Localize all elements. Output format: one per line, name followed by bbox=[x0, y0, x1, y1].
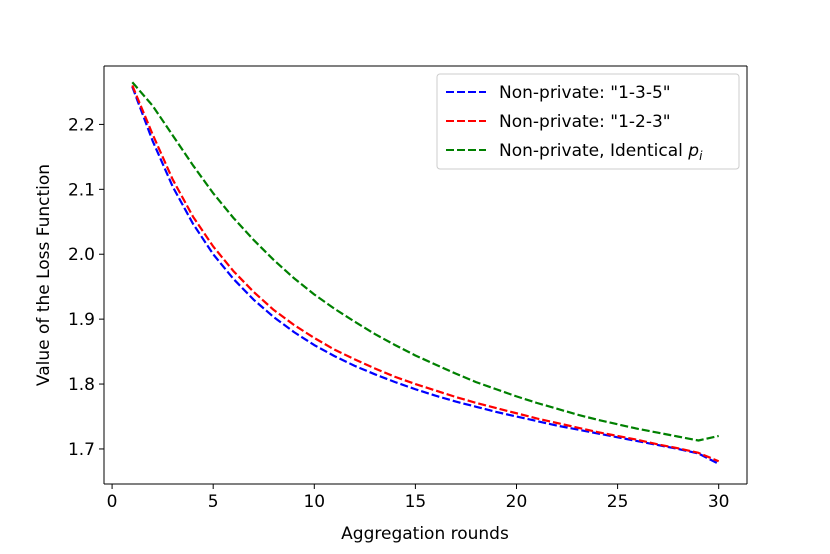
x-tick-label-10: 10 bbox=[303, 492, 325, 512]
y-tick-label-1.7: 1.7 bbox=[68, 440, 95, 460]
legend-label-1-2-3: Non-private: "1-2-3" bbox=[499, 112, 671, 132]
y-tick-label-2.1: 2.1 bbox=[68, 180, 95, 200]
x-tick-label-5: 5 bbox=[208, 492, 219, 512]
legend-label-identical-main: Non-private, Identical bbox=[499, 141, 688, 161]
legend-label-identical-var: p bbox=[687, 141, 699, 161]
y-axis-ticks: 1.7 1.8 1.9 2.0 2.1 2.2 bbox=[68, 115, 104, 460]
series-line-3 bbox=[131, 81, 719, 442]
legend-frame bbox=[436, 73, 740, 170]
x-tick-label-25: 25 bbox=[607, 492, 629, 512]
legend-label-identical-sub: i bbox=[699, 149, 703, 163]
series-line-1 bbox=[131, 86, 720, 465]
y-tick-label-2.0: 2.0 bbox=[68, 245, 95, 265]
y-tick-label-1.8: 1.8 bbox=[68, 375, 95, 395]
axes-frame bbox=[103, 65, 748, 485]
x-axis-label: Aggregation rounds bbox=[341, 524, 509, 544]
y-axis-label: Value of the Loss Function bbox=[34, 164, 54, 386]
x-tick-label-15: 15 bbox=[405, 492, 427, 512]
legend: Non-private: "1-3-5" Non-private: "1-2-3… bbox=[436, 73, 740, 170]
legend-label-1-3-5: Non-private: "1-3-5" bbox=[499, 83, 671, 103]
x-axis-ticks: 0 5 10 15 20 25 30 bbox=[107, 484, 730, 512]
series-line-2 bbox=[131, 85, 720, 463]
y-tick-label-1.9: 1.9 bbox=[68, 310, 95, 330]
series-layer bbox=[131, 81, 720, 465]
y-tick-label-2.2: 2.2 bbox=[68, 115, 95, 135]
x-tick-label-30: 30 bbox=[708, 492, 730, 512]
x-tick-label-0: 0 bbox=[107, 492, 118, 512]
legend-label-identical-pi: Non-private, Identical pi bbox=[499, 141, 703, 163]
x-tick-label-20: 20 bbox=[506, 492, 528, 512]
